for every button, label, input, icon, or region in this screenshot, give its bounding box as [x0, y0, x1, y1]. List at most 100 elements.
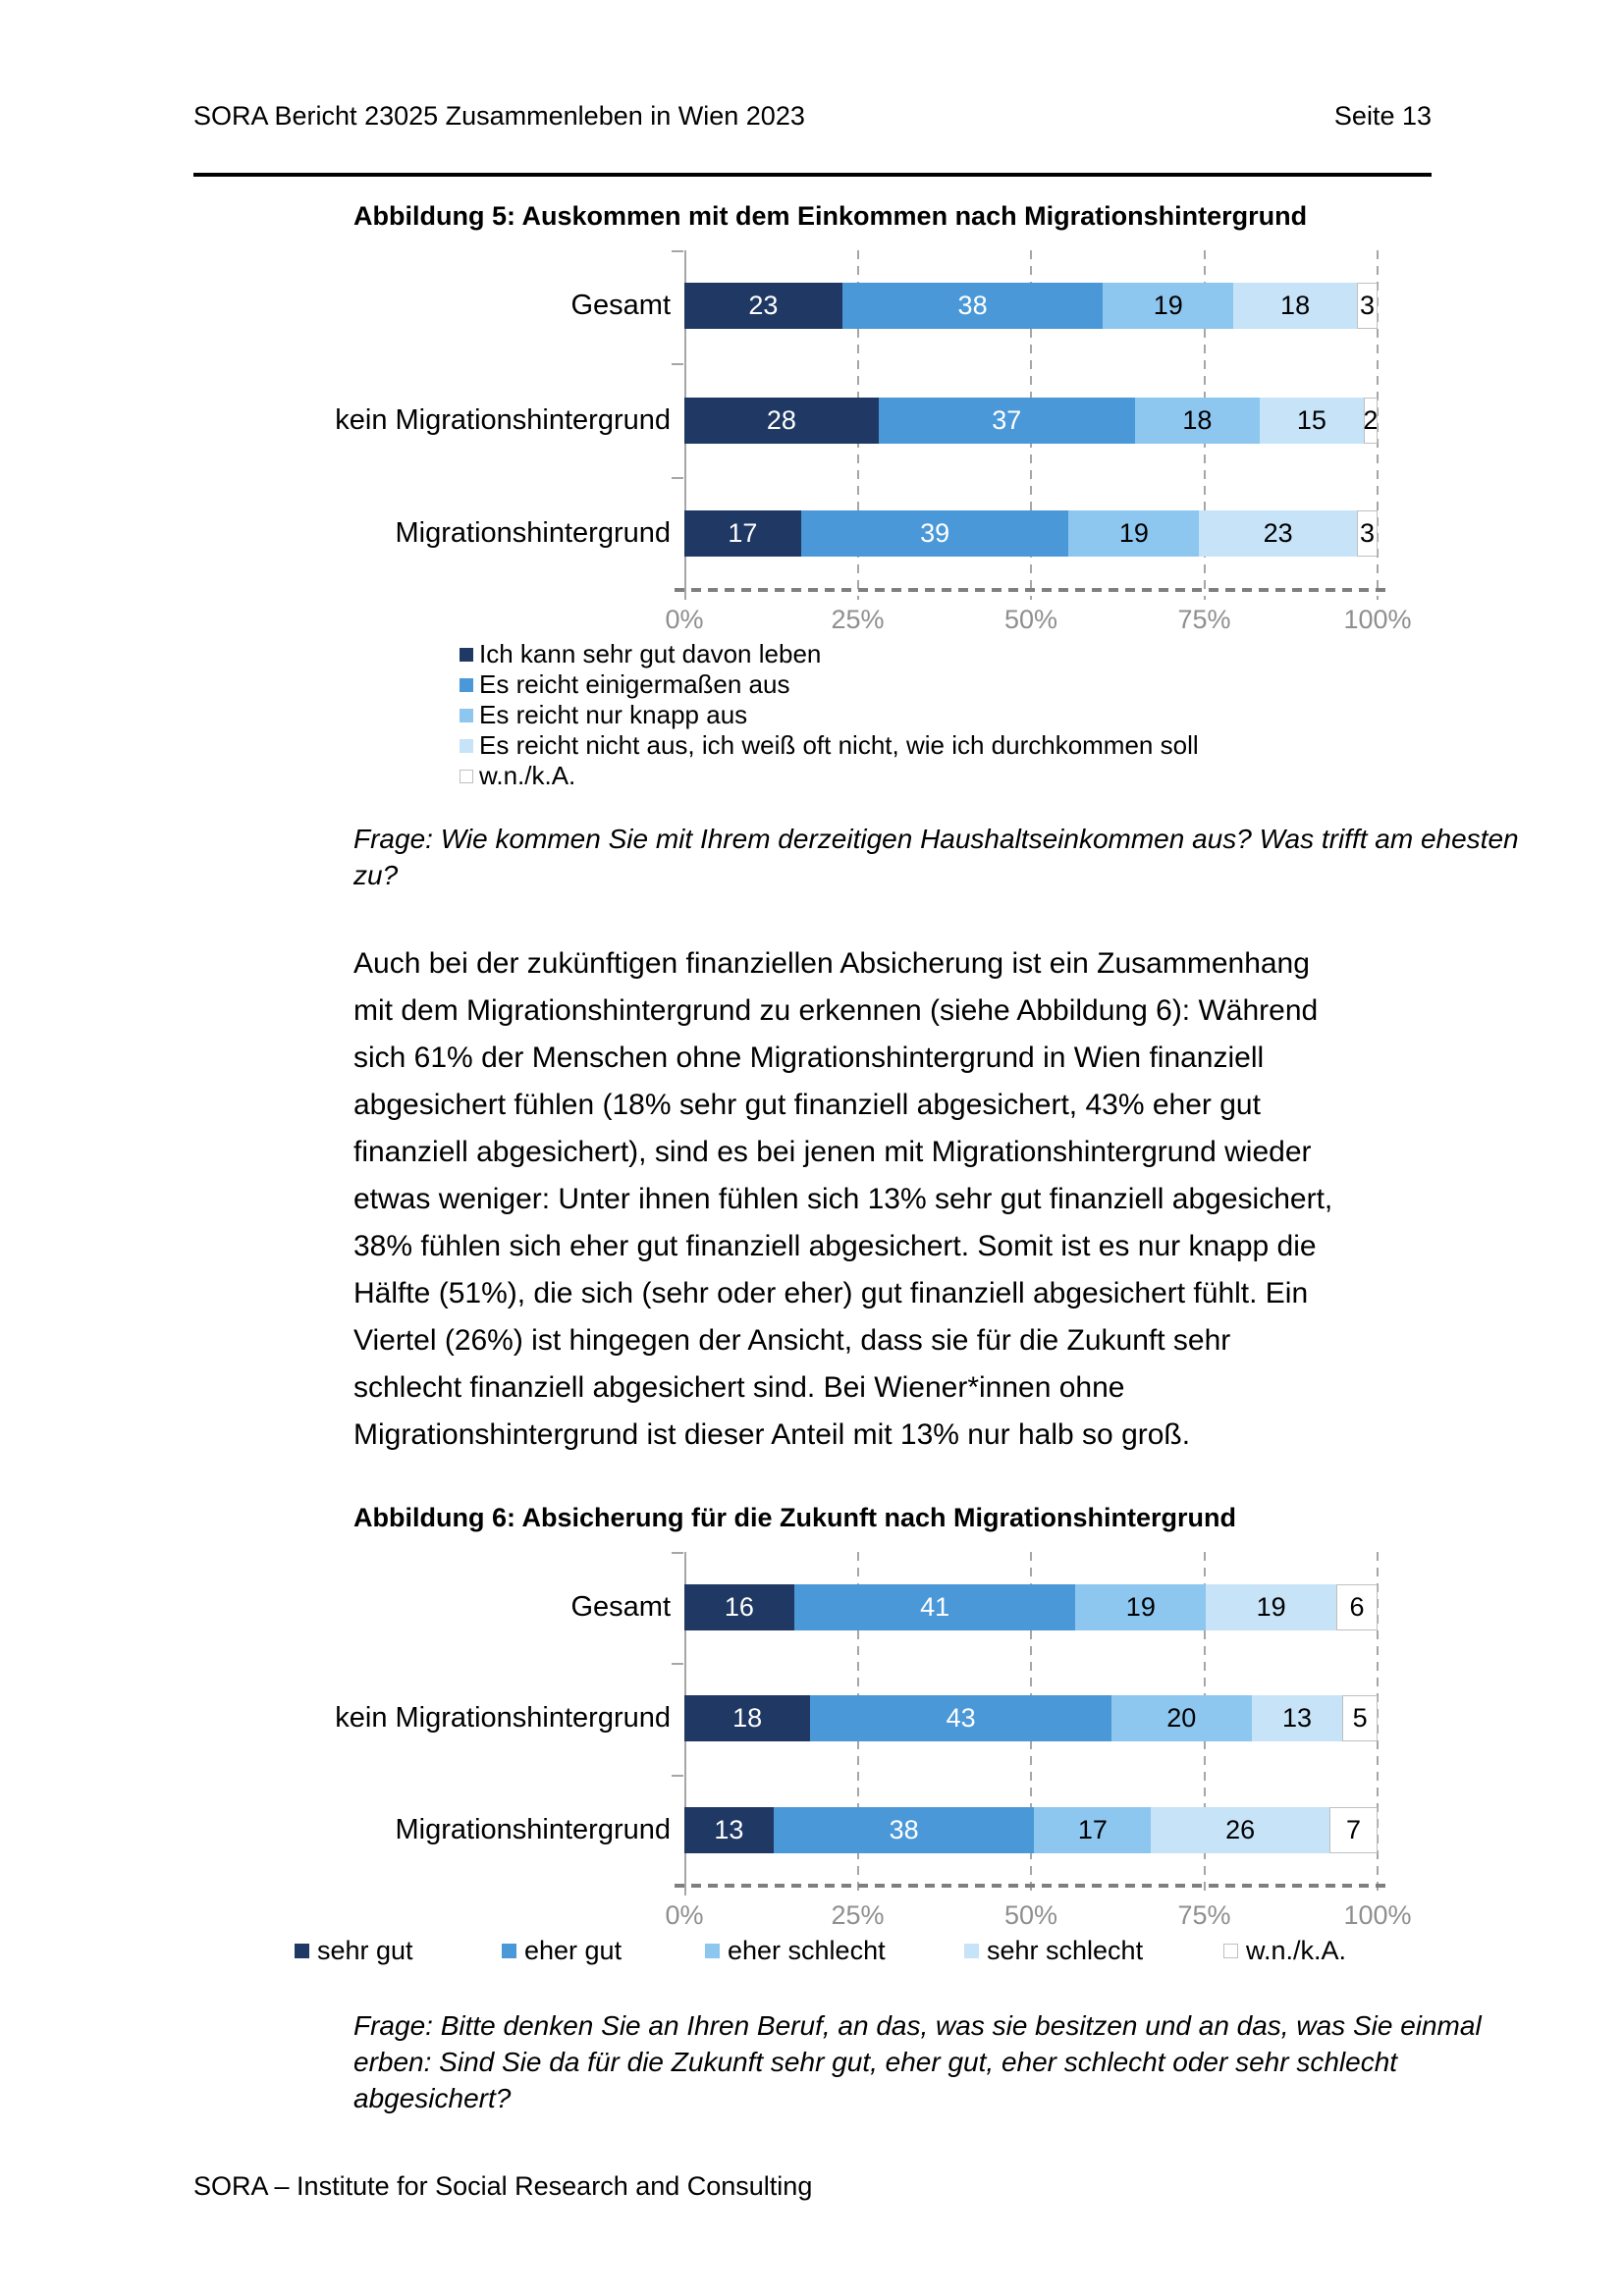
bar-value-label: 19	[1153, 291, 1183, 320]
bar-row: 13 38 17 26 7	[684, 1807, 1378, 1853]
legend-item: Es reicht nur knapp aus	[460, 700, 747, 730]
gridline-100	[1377, 250, 1379, 600]
bar-value-label: 7	[1345, 1815, 1361, 1844]
bar-segment: 7	[1329, 1807, 1378, 1853]
bar-segment: 18	[1233, 283, 1357, 329]
legend-swatch	[460, 708, 473, 722]
bar-value-label: 19	[1125, 1592, 1156, 1622]
figure-6-title: Abbildung 6: Absicherung für die Zukunft…	[353, 1503, 1236, 1532]
bar-row: 18 43 20 13 5	[684, 1695, 1378, 1741]
legend-swatch	[1223, 1943, 1238, 1958]
bar-value-label: 43	[946, 1703, 976, 1733]
legend-item: eher schlecht	[705, 1936, 886, 1965]
paragraph-line: abgesichert fühlen (18% sehr gut finanzi…	[353, 1089, 1261, 1121]
x-tick-label: 50%	[1003, 605, 1058, 634]
paragraph-line: finanziell abgesichert), sind es bei jen…	[353, 1136, 1312, 1168]
legend-swatch	[460, 769, 473, 783]
legend-item: sehr schlecht	[964, 1936, 1143, 1965]
legend-item: sehr gut	[295, 1936, 413, 1965]
paragraph-line: Auch bei der zukünftigen finanziellen Ab…	[353, 947, 1310, 980]
bar-segment: 38	[841, 283, 1104, 329]
bar-segment: 3	[1357, 510, 1378, 557]
bar-segment: 19	[1075, 1584, 1207, 1630]
bar-segment: 13	[1251, 1695, 1343, 1741]
bar-segment: 6	[1336, 1584, 1378, 1630]
bar-value-label: 37	[992, 405, 1022, 435]
paragraph-line: schlecht finanziell abgesichert sind. Be…	[353, 1371, 1125, 1404]
bar-value-label: 28	[766, 405, 796, 435]
paragraph-line: Hälfte (51%), die sich (sehr oder eher) …	[353, 1277, 1309, 1309]
category-label: kein Migrationshintergrund	[335, 404, 671, 436]
legend-swatch	[964, 1943, 979, 1958]
legend-label: Es reicht nur knapp aus	[479, 700, 748, 729]
bar-value-label: 26	[1225, 1815, 1256, 1844]
legend-label: w.n./k.A.	[1246, 1935, 1347, 1965]
legend-label: w.n./k.A.	[479, 761, 576, 790]
bar-segment: 20	[1111, 1695, 1252, 1741]
bar-segment: 13	[684, 1807, 774, 1853]
bar-segment: 2	[1363, 398, 1378, 444]
legend-item: Ich kann sehr gut davon leben	[460, 639, 821, 669]
bar-segment: 19	[1206, 1584, 1337, 1630]
page-header-left: SORA Bericht 23025 Zusammenleben in Wien…	[193, 101, 805, 131]
x-axis-line	[675, 588, 1391, 592]
legend-swatch	[705, 1943, 720, 1958]
legend-label: Es reicht nicht aus, ich weiß oft nicht,…	[479, 730, 1199, 760]
legend-label: Ich kann sehr gut davon leben	[479, 639, 822, 668]
figure-5-title: Abbildung 5: Auskommen mit dem Einkommen…	[353, 201, 1308, 231]
figure-6-question: Frage: Bitte denken Sie an Ihren Beruf, …	[353, 2007, 1482, 2116]
category-label: Gesamt	[570, 1591, 671, 1623]
question-line: Frage: Wie kommen Sie mit Ihrem derzeiti…	[353, 824, 1519, 854]
bar-segment: 3	[1356, 283, 1378, 329]
bar-segment: 39	[800, 510, 1069, 557]
y-axis-tick	[672, 363, 683, 365]
legend-swatch	[502, 1943, 516, 1958]
bar-segment: 28	[684, 398, 879, 444]
bar-segment: 5	[1342, 1695, 1378, 1741]
legend-item: w.n./k.A.	[460, 761, 575, 791]
paragraph-line: Viertel (26%) ist hingegen der Ansicht, …	[353, 1324, 1231, 1357]
paragraph-line: mit dem Migrationshintergrund zu erkenne…	[353, 994, 1319, 1027]
bar-value-label: 19	[1118, 518, 1149, 548]
y-axis-tick	[672, 477, 683, 479]
legend-label: eher gut	[524, 1935, 623, 1965]
category-label: Gesamt	[570, 290, 671, 321]
body-paragraph: Auch bei der zukünftigen finanziellen Ab…	[353, 940, 1332, 1459]
bar-value-label: 3	[1359, 518, 1375, 548]
category-label: Migrationshintergrund	[395, 1814, 671, 1845]
x-tick-label: 50%	[1003, 1900, 1058, 1930]
legend-label: sehr gut	[317, 1935, 413, 1965]
bar-value-label: 6	[1349, 1592, 1365, 1622]
legend-item: Es reicht nicht aus, ich weiß oft nicht,…	[460, 730, 1199, 761]
bar-value-label: 18	[1182, 405, 1213, 435]
category-label: Migrationshintergrund	[395, 517, 671, 549]
plot-area: 23 38 19 18 3 28 37 18 15 2 17 39 19 23 3	[672, 250, 1391, 600]
bar-value-label: 38	[957, 291, 988, 320]
bar-segment: 19	[1103, 283, 1234, 329]
bar-value-label: 38	[889, 1815, 919, 1844]
legend-swatch	[295, 1943, 309, 1958]
bar-segment: 17	[1034, 1807, 1152, 1853]
y-axis-tick	[672, 250, 683, 252]
question-line: zu?	[353, 860, 399, 890]
x-tick-label: 25%	[831, 1900, 885, 1930]
bar-value-label: 17	[728, 518, 758, 548]
paragraph-line: etwas weniger: Unter ihnen fühlen sich 1…	[353, 1183, 1333, 1215]
legend-item: Es reicht einigermaßen aus	[460, 669, 789, 700]
bar-value-label: 18	[732, 1703, 763, 1733]
figure-5-question: Frage: Wie kommen Sie mit Ihrem derzeiti…	[353, 821, 1519, 893]
question-line: Frage: Bitte denken Sie an Ihren Beruf, …	[353, 2010, 1482, 2041]
x-tick-label: 75%	[1177, 1900, 1231, 1930]
legend-item: w.n./k.A.	[1223, 1936, 1346, 1965]
bar-segment: 41	[793, 1584, 1076, 1630]
x-tick-label: 0%	[665, 605, 704, 634]
legend-swatch	[460, 647, 473, 662]
page-header-right: Seite 13	[1333, 101, 1432, 131]
bar-segment: 19	[1068, 510, 1200, 557]
x-tick-label: 25%	[831, 605, 885, 634]
bar-value-label: 17	[1077, 1815, 1108, 1844]
bar-segment: 15	[1259, 398, 1364, 444]
paragraph-line: sich 61% der Menschen ohne Migrationshin…	[353, 1041, 1265, 1074]
legend-label: eher schlecht	[728, 1935, 886, 1965]
legend-label: Es reicht einigermaßen aus	[479, 669, 790, 699]
